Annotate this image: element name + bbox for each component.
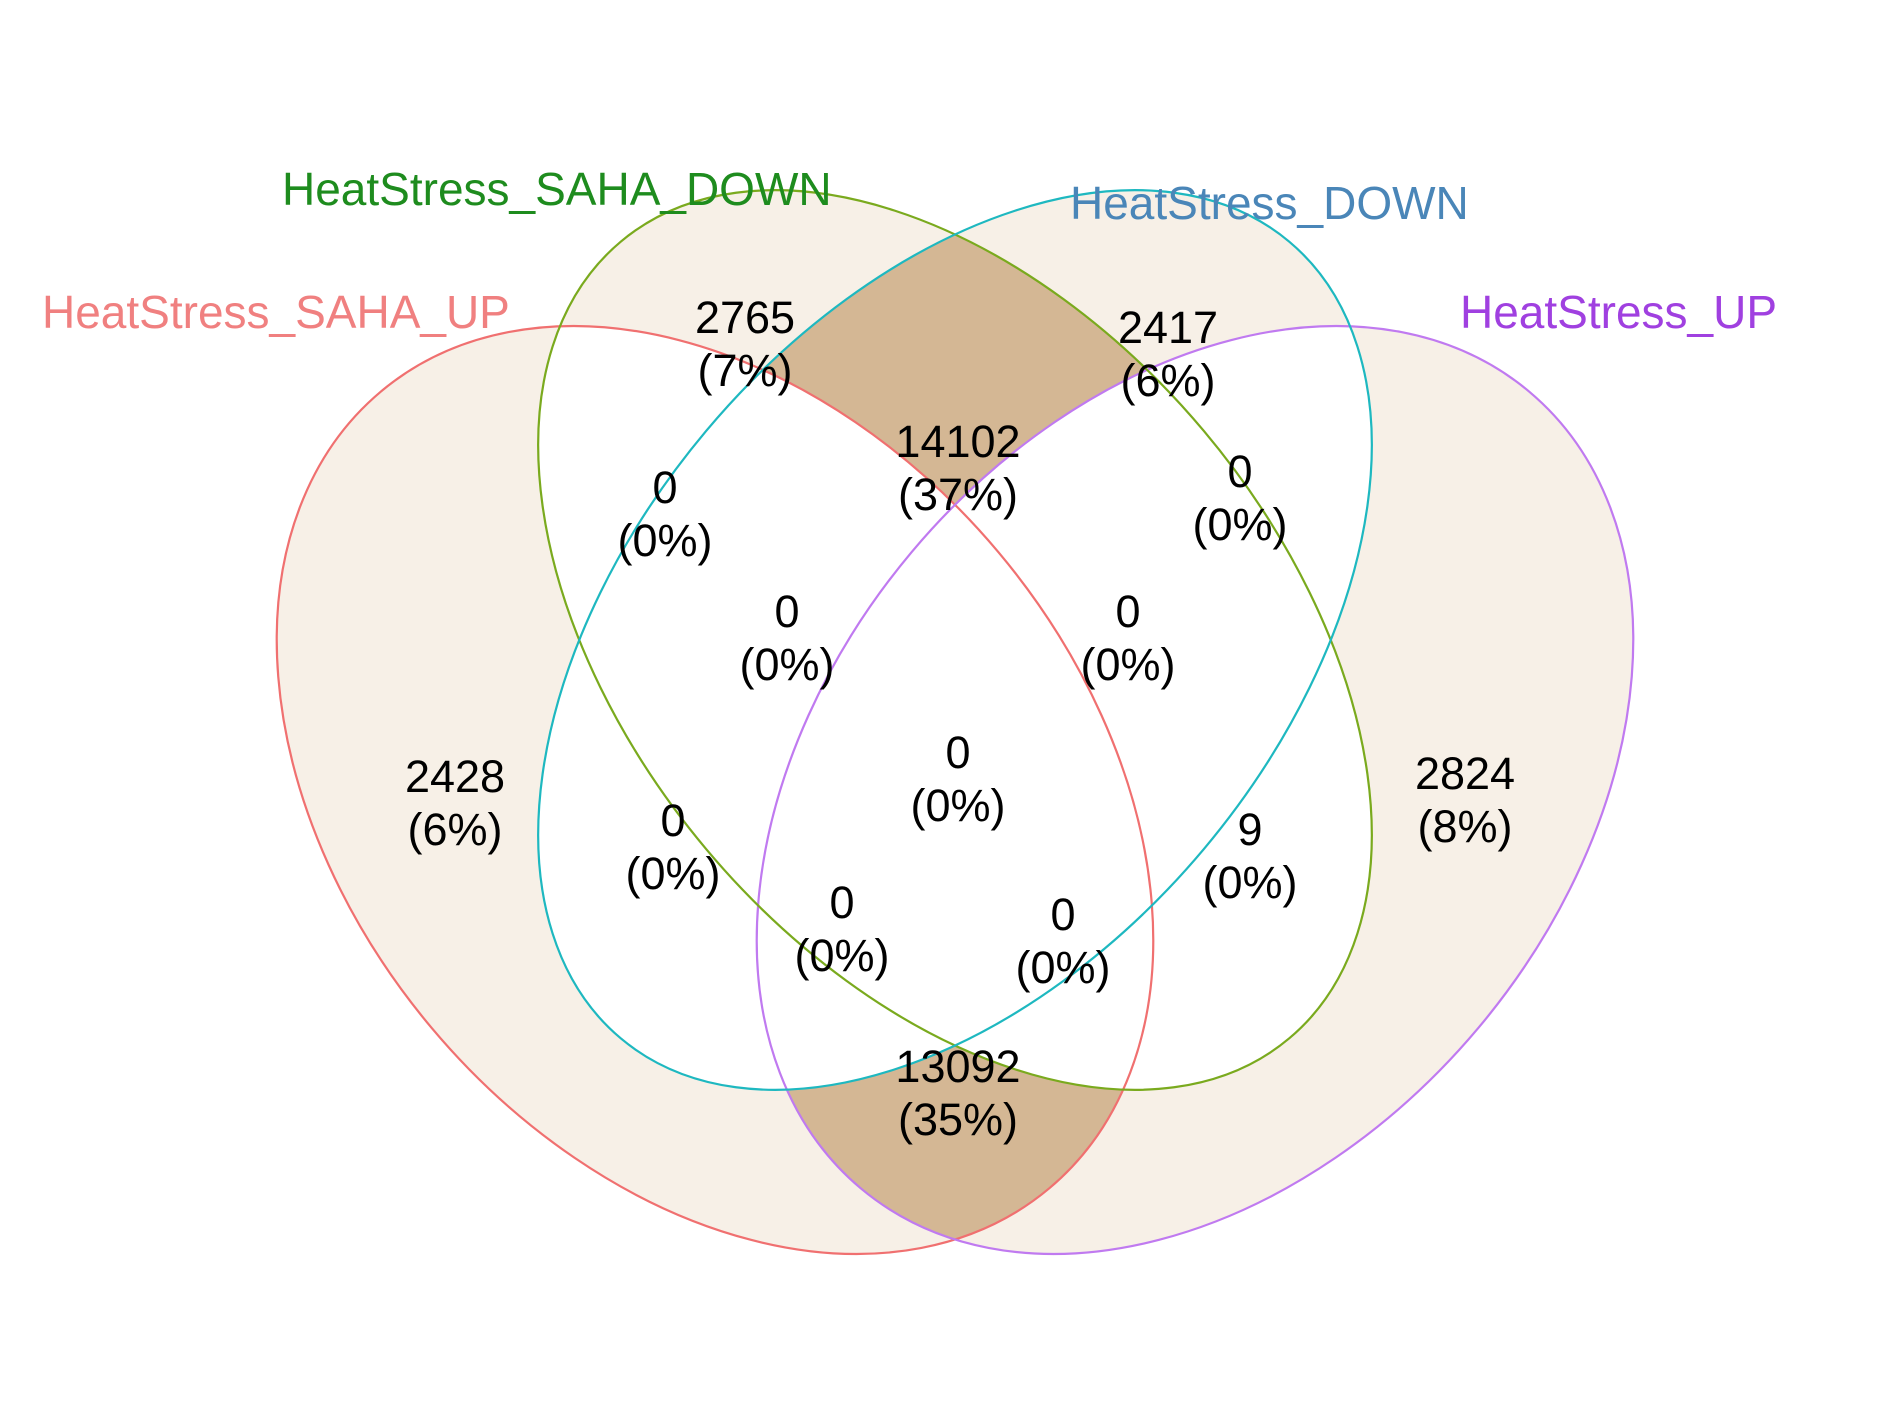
outline-up [755, 324, 1635, 1256]
region-percent: (6%) [1120, 355, 1215, 406]
set-outlines [275, 189, 1635, 1256]
region-count: 2428 [405, 751, 505, 802]
region-count: 2417 [1118, 302, 1218, 353]
region-saha-up-only: 2428 (6%) [405, 751, 505, 855]
region-percent: (0%) [794, 930, 889, 981]
set-label-saha-up: HeatStress_SAHA_UP [42, 286, 510, 338]
outline-saha-down [537, 189, 1373, 1091]
set-labels: HeatStress_SAHA_UP HeatStress_SAHA_DOWN … [42, 163, 1777, 338]
outline-saha-up [275, 324, 1155, 1256]
region-saha-up-and-down: 0 (0%) [625, 795, 720, 899]
region-count: 9 [1237, 804, 1262, 855]
region-percent: (8%) [1417, 801, 1512, 852]
region-saha-down-down-up: 0 (0%) [1080, 586, 1175, 690]
region-count: 2824 [1415, 748, 1515, 799]
region-saha-up-down-up: 0 (0%) [794, 877, 889, 981]
region-percent: (0%) [1080, 639, 1175, 690]
region-percent: (0%) [617, 515, 712, 566]
region-saha-down-only: 2765 (7%) [695, 292, 795, 396]
region-labels: 2428 (6%) 2765 (7%) 2417 (6%) 2824 (8%) … [405, 292, 1515, 1145]
region-down-and-up: 0 (0%) [1192, 446, 1287, 550]
region-count: 2765 [695, 292, 795, 343]
region-count: 0 [1050, 889, 1075, 940]
region-saha-up-and-up: 13092 (35%) [895, 1041, 1020, 1145]
region-all-four: 0 (0%) [910, 727, 1005, 831]
region-count: 0 [1115, 586, 1140, 637]
region-saha-up-and-saha-down: 0 (0%) [617, 462, 712, 566]
region-count: 14102 [895, 416, 1020, 467]
region-percent: (0%) [739, 639, 834, 690]
set-label-up: HeatStress_UP [1460, 286, 1777, 338]
region-up-only: 2824 (8%) [1415, 748, 1515, 852]
region-count: 0 [829, 877, 854, 928]
region-percent: (0%) [625, 848, 720, 899]
region-count: 0 [652, 462, 677, 513]
region-saha-down-and-up: 9 (0%) [1202, 804, 1297, 908]
region-saha-up-saha-down-down: 0 (0%) [739, 586, 834, 690]
region-count: 0 [1227, 446, 1252, 497]
region-percent: (0%) [1015, 942, 1110, 993]
region-percent: (35%) [898, 1094, 1018, 1145]
region-percent: (0%) [1192, 499, 1287, 550]
outline-down [537, 189, 1373, 1091]
region-percent: (7%) [697, 345, 792, 396]
region-percent: (0%) [1202, 857, 1297, 908]
region-saha-down-and-down: 14102 (37%) [895, 416, 1020, 520]
region-percent: (37%) [898, 469, 1018, 520]
region-percent: (6%) [407, 804, 502, 855]
set-label-down: HeatStress_DOWN [1070, 177, 1469, 229]
region-count: 0 [774, 586, 799, 637]
region-fills [276, 190, 1634, 1254]
region-count: 0 [660, 795, 685, 846]
region-count: 0 [945, 727, 970, 778]
region-percent: (0%) [910, 780, 1005, 831]
region-saha-up-saha-down-up: 0 (0%) [1015, 889, 1110, 993]
set-label-saha-down: HeatStress_SAHA_DOWN [282, 163, 832, 215]
region-count: 13092 [895, 1041, 1020, 1092]
region-down-only: 2417 (6%) [1118, 302, 1218, 406]
